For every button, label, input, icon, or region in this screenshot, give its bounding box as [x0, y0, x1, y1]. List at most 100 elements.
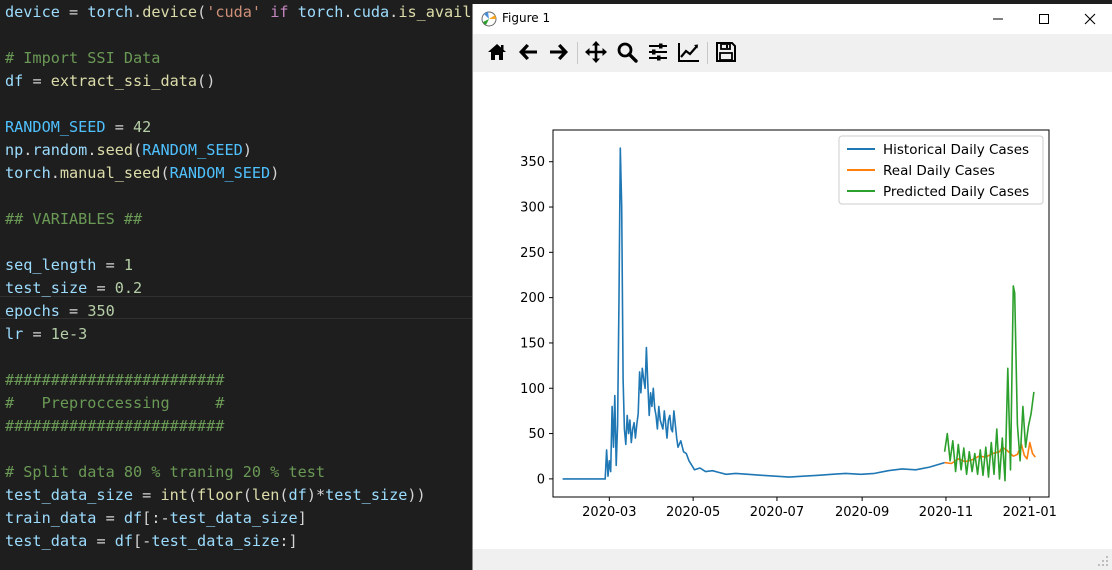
y-tick-label: 0: [537, 472, 545, 487]
figure-canvas[interactable]: 0 50 100 150 200 250 300 350 2020-03 2020-05 2020…: [473, 72, 1111, 549]
code-token: ]: [297, 509, 307, 527]
code-token: seq_length: [5, 256, 97, 274]
code-token: =: [23, 72, 51, 90]
x-tick-label: 2020-11: [919, 505, 973, 520]
code-token: floor: [197, 486, 243, 504]
code-token: .: [87, 141, 97, 159]
minimize-button[interactable]: [975, 4, 1021, 34]
code-token: device: [142, 3, 198, 21]
code-token: 1: [123, 256, 134, 274]
code-token: test_data_size: [151, 532, 280, 550]
zoom-button[interactable]: [614, 39, 640, 65]
code-line: test_data = df[-test_data_size:]: [5, 530, 298, 553]
code-token: 42: [133, 118, 152, 136]
code-line: seq_length = 1: [5, 254, 133, 277]
series-layer: [562, 147, 1036, 482]
y-tick-label: 50: [528, 427, 545, 442]
code-token: =: [87, 279, 115, 297]
code-token: =: [59, 302, 88, 320]
code-line: torch.manual_seed(RANDOM_SEED): [5, 162, 279, 185]
code-token: [-: [133, 532, 152, 550]
code-token: [:-: [142, 509, 170, 527]
y-tick-label: 200: [520, 291, 545, 306]
matplotlib-icon: [481, 11, 497, 27]
code-token: device: [5, 3, 60, 21]
code-line: test_data_size = int(floor(len(df)*test_…: [5, 484, 426, 507]
code-token: test_size: [5, 279, 88, 297]
code-token: RANDOM_SEED: [169, 164, 271, 182]
code-token: 350: [87, 302, 115, 320]
code-token: if: [270, 3, 289, 21]
code-token: ########################: [5, 417, 225, 435]
code-token: =: [96, 256, 124, 274]
back-arrow-icon: [519, 44, 537, 60]
code-token: (: [133, 141, 143, 159]
code-token: RANDOM_SEED: [5, 118, 106, 136]
code-token: [289, 3, 298, 21]
home-button[interactable]: [484, 39, 510, 65]
legend-box: [838, 135, 1044, 205]
code-editor[interactable]: device = torch.device('cuda' if torch.cu…: [0, 0, 472, 570]
code-line: ########################: [5, 415, 224, 438]
code-line: epochs = 350: [5, 300, 115, 323]
code-line: # Import SSI Data: [5, 47, 160, 70]
code-token: test_data: [5, 532, 88, 550]
code-token: test_data_size: [5, 486, 134, 504]
resize-grip-icon[interactable]: [1097, 555, 1109, 567]
toolbar-separator: [577, 42, 578, 64]
code-token: seed: [96, 141, 134, 159]
code-token: RANDOM_SEED: [142, 141, 243, 159]
code-token: int: [160, 486, 188, 504]
code-token: 1e-3: [50, 325, 88, 343]
save-button[interactable]: [713, 39, 739, 65]
code-token: test_size: [325, 486, 408, 504]
toolbar-separator: [707, 42, 708, 64]
y-tick-label: 350: [520, 155, 545, 170]
code-token: torch: [297, 3, 344, 21]
code-token: 'cuda': [206, 3, 262, 21]
back-button[interactable]: [515, 39, 541, 65]
code-token: # Import SSI Data: [5, 49, 161, 67]
code-token: =: [59, 3, 88, 21]
code-token: =: [133, 486, 161, 504]
close-button[interactable]: [1067, 4, 1112, 34]
code-token: len: [251, 486, 280, 504]
subplots-icon: [649, 43, 667, 61]
code-token: )): [407, 486, 426, 504]
code-token: torch: [87, 3, 134, 21]
code-token: .: [343, 3, 353, 21]
figure-window[interactable]: Figure 1: [472, 4, 1112, 570]
y-tick-label: 150: [520, 336, 545, 351]
maximize-button[interactable]: [1021, 4, 1067, 34]
subplots-button[interactable]: [645, 39, 671, 65]
forward-arrow-icon: [550, 44, 568, 60]
code-token: .: [23, 141, 33, 159]
legend-label: Historical Daily Cases: [883, 142, 1029, 158]
legend-label: Real Daily Cases: [883, 163, 995, 179]
code-line: train_data = df[:-test_data_size]: [5, 507, 307, 530]
legend: Historical Daily Cases Real Daily Cases Pr…: [838, 135, 1044, 205]
code-token: )*: [306, 486, 326, 504]
code-token: ########################: [5, 371, 225, 389]
code-token: extract_ssi_data: [50, 72, 198, 90]
minimize-icon: [993, 18, 1003, 20]
code-token: (: [160, 164, 170, 182]
code-token: ): [242, 141, 252, 159]
code-token: ): [270, 164, 280, 182]
forward-button[interactable]: [546, 39, 572, 65]
code-token: np: [5, 141, 24, 159]
zoom-icon: [617, 42, 638, 63]
x-tick-label: 2020-03: [582, 505, 636, 520]
edit-axis-button[interactable]: [676, 39, 702, 65]
code-line: # Split data 80 % traning 20 % test: [5, 461, 325, 484]
x-tick-label: 2020-09: [835, 505, 889, 520]
code-token: lr: [5, 325, 24, 343]
code-token: .: [133, 3, 143, 21]
y-tick-label: 300: [520, 201, 545, 216]
code-token: epochs: [5, 302, 60, 320]
pan-button[interactable]: [583, 39, 609, 65]
maximize-icon: [1039, 14, 1049, 24]
title-bar[interactable]: Figure 1: [473, 4, 1112, 34]
code-line: device = torch.device('cuda' if torch.cu…: [5, 1, 471, 24]
